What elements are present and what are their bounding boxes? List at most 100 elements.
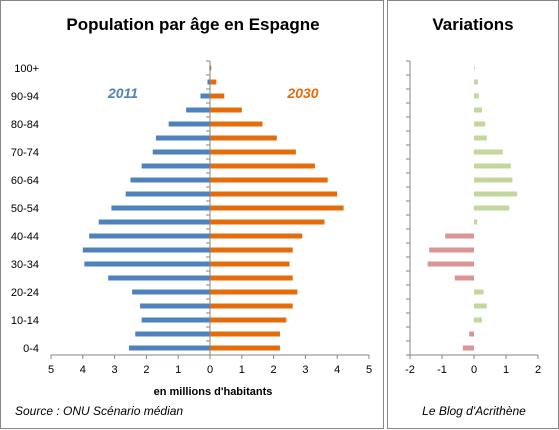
bar-2030-80-84 (210, 121, 263, 127)
y-tick-label: 60-64 (11, 175, 39, 187)
x-tick-label: 2 (143, 364, 149, 376)
bar-2030-85-89 (210, 107, 242, 113)
bar-2011-65-69 (141, 163, 210, 169)
y-tick-label: 80-84 (11, 119, 39, 131)
pyramid-bars (82, 65, 344, 351)
pyramid-axes: 5 4 3 2 1 0 1 2 3 4 5 0-4 10-14 20-24 30-34 40-44 50-54 6… (11, 60, 372, 376)
variation-bar-95-99 (474, 79, 478, 85)
bar-2011-15-19 (140, 303, 210, 309)
x-tick-label: 4 (80, 364, 86, 376)
y-tick-label: 0-4 (23, 343, 39, 355)
x-tick-label: 1 (239, 364, 245, 376)
variation-bar-15-19 (474, 303, 487, 309)
bar-2030-100+ (210, 65, 212, 71)
variations-axes: -2 -1 0 1 2 (405, 60, 541, 376)
variation-bar-65-69 (474, 163, 511, 169)
bar-2011-25-29 (108, 275, 210, 281)
y-tick-label: 90-94 (11, 91, 39, 103)
variation-bar-10-14 (474, 317, 482, 323)
bar-2030-20-24 (210, 289, 298, 295)
bar-2011-40-44 (89, 233, 210, 239)
bar-2011-45-49 (98, 219, 210, 225)
bar-2011-60-64 (130, 177, 210, 183)
variation-bar-60-64 (474, 177, 513, 183)
bar-2030-25-29 (210, 275, 293, 281)
variation-bar-0-4 (462, 345, 474, 351)
bar-2030-75-79 (210, 135, 277, 141)
bar-2030-95-99 (210, 79, 217, 85)
pyramid-chart: Population par âge en Espagne 5 4 3 2 1 0 1 2 3 4… (11, 15, 372, 418)
variation-bar-90-94 (474, 93, 479, 99)
y-tick-label: 100+ (14, 63, 39, 75)
variation-bar-80-84 (474, 121, 486, 127)
y-tick-label: 40-44 (11, 231, 39, 243)
bar-2030-45-49 (210, 219, 325, 225)
y-tick-label: 70-74 (11, 147, 39, 159)
bar-2030-30-34 (210, 261, 290, 267)
variation-bar-5-9 (469, 331, 474, 337)
variation-bar-85-89 (474, 107, 482, 113)
y-tick-label: 20-24 (11, 287, 39, 299)
x-tick-label: 2 (271, 364, 277, 376)
bar-2030-15-19 (210, 303, 293, 309)
variation-bar-75-79 (474, 135, 487, 141)
bar-2011-20-24 (132, 289, 210, 295)
blog-credit: Le Blog d'Acrithène (422, 404, 526, 418)
bar-2030-40-44 (210, 233, 303, 239)
y-tick-label: 50-54 (11, 203, 39, 215)
variation-bar-50-54 (474, 205, 510, 211)
bar-2030-70-74 (210, 149, 296, 155)
variation-bar-40-44 (445, 233, 474, 239)
variation-bar-30-34 (427, 261, 474, 267)
bar-2011-75-79 (155, 135, 210, 141)
bar-2011-35-39 (82, 247, 210, 253)
bar-2011-70-74 (152, 149, 210, 155)
variations-title: Variations (432, 15, 513, 34)
bar-2011-95-99 (207, 79, 210, 85)
series-label-2011: 2011 (107, 85, 138, 101)
x-tick-label: 0 (471, 364, 477, 376)
variation-bar-70-74 (474, 149, 503, 155)
bar-2030-10-14 (210, 317, 287, 323)
bar-2011-30-34 (84, 261, 210, 267)
variation-bars (427, 65, 518, 351)
x-tick-label: 2 (535, 364, 541, 376)
bar-2030-60-64 (210, 177, 328, 183)
bar-2011-55-59 (125, 191, 210, 197)
bar-2030-35-39 (210, 247, 293, 253)
x-tick-label: 0 (207, 364, 213, 376)
x-tick-label: 5 (48, 364, 54, 376)
variation-bar-35-39 (429, 247, 474, 253)
bar-2030-55-59 (210, 191, 338, 197)
bar-2030-50-54 (210, 205, 344, 211)
x-tick-label: 4 (334, 364, 340, 376)
variation-bar-45-49 (474, 219, 478, 225)
pyramid-title: Population par âge en Espagne (66, 15, 319, 34)
x-tick-label: 3 (302, 364, 308, 376)
variations-chart: Variations -2 -1 0 1 2 Le Blog d'Acrithène (405, 15, 541, 418)
variation-bar-25-29 (454, 275, 474, 281)
bar-2011-5-9 (135, 331, 210, 337)
variation-bar-20-24 (474, 289, 484, 295)
bar-2030-5-9 (210, 331, 280, 337)
bar-2011-80-84 (168, 121, 210, 127)
bar-2011-50-54 (111, 205, 210, 211)
variation-bar-55-59 (474, 191, 518, 197)
variations-panel: Variations -2 -1 0 1 2 Le Blog d'Acrithène (387, 0, 559, 429)
pyramid-panel: Population par âge en Espagne 5 4 3 2 1 0 1 2 3 4… (0, 0, 384, 429)
y-tick-label: 10-14 (11, 315, 39, 327)
y-tick-label: 30-34 (11, 259, 39, 271)
x-tick-label: 3 (112, 364, 118, 376)
bar-2030-65-69 (210, 163, 315, 169)
bar-2011-10-14 (141, 317, 210, 323)
bar-2030-90-94 (210, 93, 225, 99)
x-tick-label: 5 (366, 364, 372, 376)
x-tick-label: -1 (437, 364, 447, 376)
bar-2030-0-4 (210, 345, 280, 351)
x-tick-label: -2 (405, 364, 415, 376)
x-axis-label: en millions d'habitants (154, 386, 273, 398)
bar-2011-0-4 (128, 345, 210, 351)
series-label-2030: 2030 (286, 85, 318, 101)
x-tick-label: 1 (503, 364, 509, 376)
